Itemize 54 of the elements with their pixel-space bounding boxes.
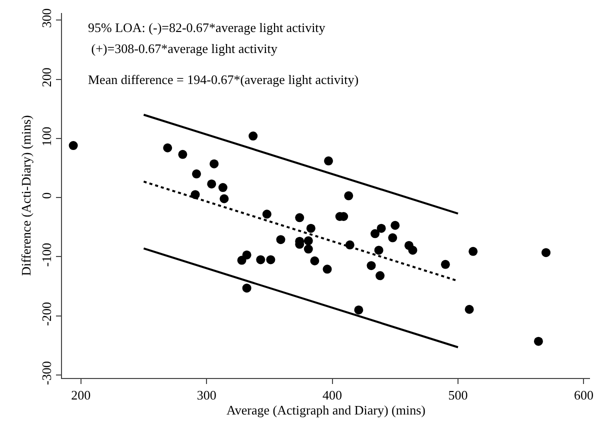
y-tick-label: 100 — [38, 126, 54, 146]
point — [322, 264, 332, 274]
point — [440, 260, 450, 269]
point — [324, 156, 334, 166]
y-tick-label: 0 — [38, 192, 54, 199]
y-axis-title: Difference (Acti-Diary) (mins) — [18, 115, 34, 276]
point — [242, 250, 252, 260]
point — [242, 284, 252, 293]
point — [468, 246, 478, 256]
point — [295, 213, 304, 222]
point — [262, 210, 272, 219]
x-tick-label: 300 — [196, 388, 216, 403]
x-tick-label: 200 — [71, 388, 91, 403]
point — [370, 229, 380, 238]
point — [218, 183, 228, 192]
point — [390, 220, 400, 230]
point — [304, 244, 313, 254]
point — [256, 255, 266, 264]
point — [304, 236, 313, 246]
point — [344, 191, 354, 200]
point — [376, 224, 386, 233]
point — [366, 261, 376, 270]
x-tick-label: 600 — [574, 388, 594, 403]
point — [192, 169, 202, 178]
y-tick-label: 300 — [38, 8, 54, 28]
y-tick-label: -300 — [38, 361, 54, 386]
point — [542, 248, 550, 258]
point — [534, 336, 543, 346]
point — [310, 256, 320, 266]
point — [354, 305, 364, 314]
point — [207, 179, 216, 188]
point — [68, 141, 78, 150]
point — [210, 159, 219, 168]
point — [306, 224, 316, 233]
point — [388, 233, 398, 242]
point — [163, 143, 172, 152]
x-tick-label: 400 — [322, 388, 342, 403]
annotation: 95% LOA: (-)=82-0.67*average light activity — [88, 20, 326, 35]
x-axis-title: Average (Actigraph and Diary) (mins) — [226, 402, 426, 418]
point — [178, 150, 188, 159]
point — [266, 255, 276, 264]
point — [276, 235, 286, 244]
y-tick-label: -200 — [38, 302, 54, 326]
point — [408, 246, 418, 255]
point — [464, 304, 474, 314]
y-tick-label: -100 — [38, 242, 54, 267]
point — [248, 132, 258, 141]
x-tick-label: 500 — [448, 388, 468, 403]
annotation: (+)=308-0.67*average light activity — [88, 41, 278, 56]
annotation: Mean difference = 194-0.67*(average light activity) — [88, 72, 359, 87]
point — [374, 246, 384, 255]
y-tick-label: 200 — [38, 68, 54, 88]
point — [376, 271, 385, 280]
point — [220, 194, 229, 204]
